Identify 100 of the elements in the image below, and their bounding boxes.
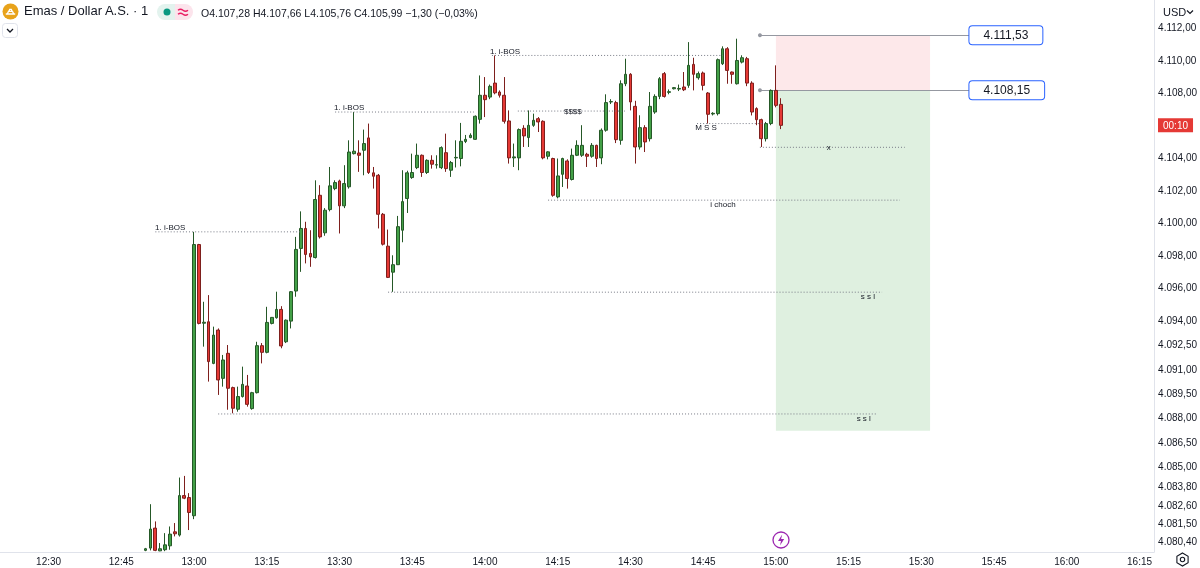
candlestick [207,294,210,383]
candlestick [439,145,443,170]
candlestick [556,158,560,199]
candlestick [197,243,201,325]
candlestick [643,124,647,153]
x-tick-label: 15:30 [908,555,935,567]
ref-line-label: 4.108,15 [983,83,1031,98]
candlestick [585,152,589,168]
x-tick-label: 16:15 [1127,555,1153,567]
text: 00:10 [1163,119,1189,131]
y-tick-label: 4.092,50 [1158,339,1198,351]
candlestick [367,123,370,175]
candlestick [304,221,307,264]
annotation: i choch [710,200,736,210]
candlestick [420,153,424,178]
y-axis-title: USD [1163,6,1187,18]
candlestick [532,113,535,128]
candlestick [260,342,264,364]
candlestick [173,522,177,537]
candlestick [595,144,598,168]
x-tick-label: 12:30 [36,555,62,567]
candlestick [425,158,429,175]
annotation: x [826,142,831,152]
candlestick [386,229,390,279]
candlestick [357,139,361,173]
candlestick [149,503,152,551]
annotation: s s l [856,413,872,423]
candlestick [323,207,327,237]
annotation: M S S [695,123,717,133]
candlestick [696,71,700,81]
y-tick-label: 4.108,00 [1158,87,1198,99]
annotation: s s l [860,292,876,302]
candlestick [430,154,434,170]
y-tick-label: 4.081,50 [1158,518,1198,530]
annotation: 1. i-BOS [333,103,365,113]
candlestick [493,54,497,95]
y-tick-label: 4.102,00 [1158,184,1198,196]
candlestick [633,100,637,165]
y-tick-label: 4.089,50 [1158,387,1198,399]
candlestick [212,326,215,365]
x-tick-label: 13:00 [181,555,207,567]
candlestick [449,160,453,178]
candlestick [667,88,671,95]
y-tick-label: 4.085,00 [1158,461,1198,473]
y-tick-label: 4.091,00 [1158,363,1198,375]
candlestick [561,157,564,188]
candlestick [629,72,632,111]
candlestick [522,124,526,148]
candlestick [318,184,322,240]
candlestick [415,143,419,170]
y-tick-label: 4.112,00 [1158,22,1197,34]
y-tick-label: 4.094,00 [1158,314,1198,326]
candlestick [483,76,487,118]
candlestick [682,71,686,92]
y-tick-label: 4.080,40 [1158,535,1198,547]
x-tick-label: 13:45 [399,555,426,567]
candlestick [706,91,710,125]
candlestick [299,210,303,273]
x-tick-label: 14:30 [617,555,644,567]
text: O4.107,28 H4.107,66 L4.105,76 C4.105,99 −1,30 (−0,03%) [200,6,478,19]
x-tick-label: 13:15 [254,555,280,567]
candlestick [216,327,220,396]
candlestick [546,150,550,160]
candlestick [362,129,366,176]
candlestick [527,109,530,148]
x-tick-label: 13:30 [326,555,353,567]
candlestick [192,231,196,520]
candlestick [687,41,690,89]
candlestick [178,477,181,538]
y-tick-label: 4.083,80 [1158,480,1198,492]
ref-line-label: 4.111,53 [983,28,1029,43]
y-tick-label: 4.104,00 [1158,152,1198,164]
candlestick [701,71,705,91]
candlestick [725,46,729,85]
candlestick [565,158,569,190]
candlestick [144,547,147,552]
x-tick-label: 16:00 [1054,555,1080,567]
y-tick-label: 4.088,00 [1158,412,1198,424]
x-tick-label: 14:00 [472,555,498,567]
candlestick [444,133,448,173]
candlestick [662,71,666,99]
candlestick [202,301,206,348]
y-tick-label: 4.110,00 [1158,54,1197,66]
y-tick-label: 4.096,00 [1158,282,1198,294]
x-tick-label: 15:45 [981,555,1008,567]
candlestick [309,229,312,268]
y-tick-label: 4.098,00 [1158,249,1198,261]
y-tick-label: 4.100,00 [1158,217,1198,229]
candlestick [551,157,555,198]
y-tick-label: 4.082,60 [1158,500,1198,512]
candlestick [245,374,249,408]
candlestick [638,114,642,151]
candlestick [614,100,618,144]
candlestick [488,84,492,100]
candlestick [221,354,225,388]
x-tick-label: 15:15 [836,555,862,567]
candlestick [338,179,341,234]
candlestick [692,57,695,91]
chart-title: Emas / Dollar A.S. · 1 [24,3,149,18]
x-tick-label: 12:45 [108,555,135,567]
